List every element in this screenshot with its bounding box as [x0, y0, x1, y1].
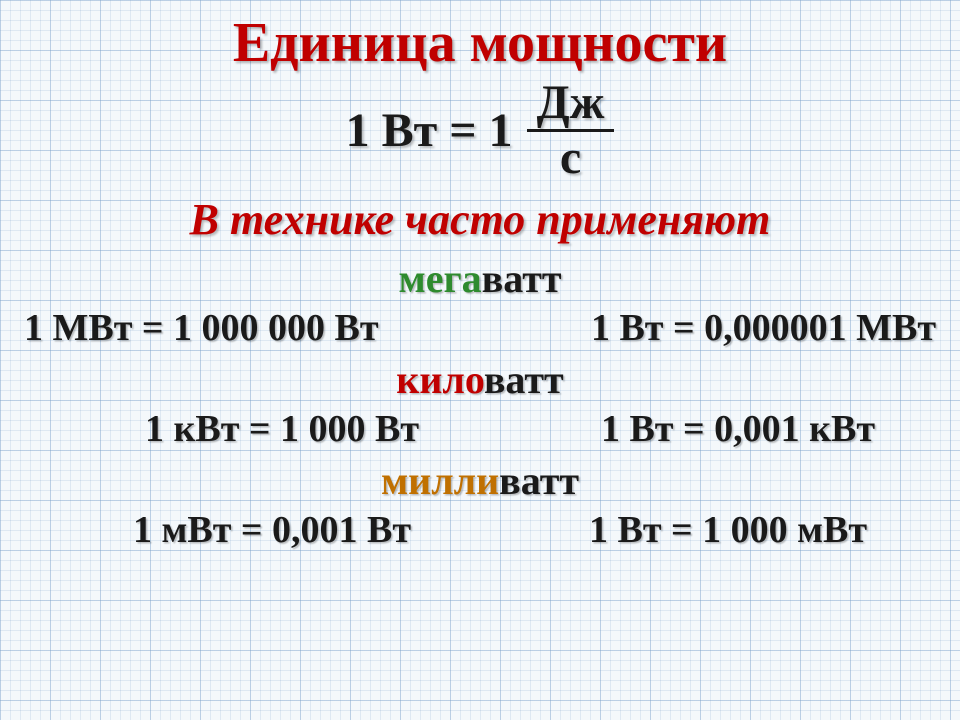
- conv-milli-right: 1 Вт = 1 000 мВт: [589, 508, 867, 552]
- conv-row-mega: 1 МВт = 1 000 000 Вт 1 Вт = 0,000001 МВт: [24, 306, 936, 350]
- unit-prefix-mega: мега: [398, 256, 481, 301]
- unit-block-milli: милливатт 1 мВт = 0,001 Вт 1 Вт = 1 000 …: [24, 457, 936, 552]
- unit-prefix-kilo: кило: [396, 357, 484, 402]
- unit-base-milli: ватт: [499, 458, 579, 503]
- unit-name-mega: мегаватт: [24, 255, 936, 302]
- unit-block-kilo: киловатт 1 кВт = 1 000 Вт 1 Вт = 0,001 к…: [24, 356, 936, 451]
- conv-kilo-right: 1 Вт = 0,001 кВт: [601, 407, 875, 451]
- unit-block-mega: мегаватт 1 МВт = 1 000 000 Вт 1 Вт = 0,0…: [24, 255, 936, 350]
- unit-base-mega: ватт: [482, 256, 562, 301]
- main-title: Единица мощности: [233, 14, 727, 73]
- unit-name-milli: милливатт: [24, 457, 936, 504]
- unit-base-kilo: ватт: [484, 357, 564, 402]
- conv-milli-left: 1 мВт = 0,001 Вт: [133, 508, 411, 552]
- subtitle: В технике часто применяют: [190, 194, 771, 245]
- conv-row-kilo: 1 кВт = 1 000 Вт 1 Вт = 0,001 кВт: [24, 407, 960, 451]
- fraction-denominator: с: [560, 132, 581, 182]
- conv-row-milli: 1 мВт = 0,001 Вт 1 Вт = 1 000 мВт: [24, 508, 960, 552]
- conv-mega-left: 1 МВт = 1 000 000 Вт: [24, 306, 379, 350]
- unit-prefix-milli: милли: [381, 458, 499, 503]
- conv-mega-right: 1 Вт = 0,000001 МВт: [591, 306, 936, 350]
- base-formula: 1 Вт = 1 Дж с: [346, 79, 615, 182]
- conv-kilo-left: 1 кВт = 1 000 Вт: [145, 407, 419, 451]
- unit-name-kilo: киловатт: [24, 356, 936, 403]
- fraction-numerator: Дж: [527, 79, 615, 132]
- formula-lhs: 1 Вт = 1: [346, 103, 513, 158]
- formula-fraction: Дж с: [527, 79, 615, 182]
